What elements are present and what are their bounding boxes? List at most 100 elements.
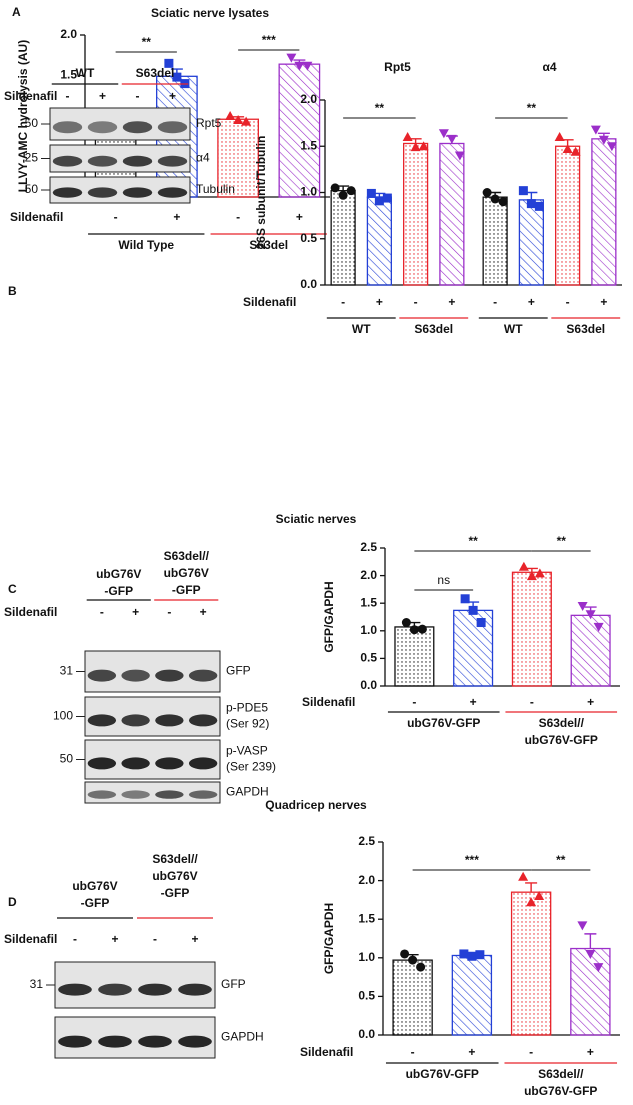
chart-title: Quadricep nerves <box>265 798 367 812</box>
bar <box>511 571 552 687</box>
treatment-label: Sildenafil <box>243 295 296 309</box>
y-tick-label: 2.0 <box>360 568 377 582</box>
blot-band <box>155 757 184 770</box>
data-point <box>164 58 174 68</box>
blot-band <box>121 790 150 799</box>
treatment-sign: - <box>411 1045 415 1059</box>
blot-band <box>155 790 184 799</box>
blot-band <box>58 983 92 996</box>
panel-label: C <box>8 582 17 596</box>
data-point <box>554 132 565 141</box>
data-point <box>366 188 376 198</box>
treatment-sign: + <box>376 295 383 309</box>
group-label: -GFP <box>104 584 133 598</box>
blot-band <box>157 121 188 134</box>
data-point <box>172 72 182 82</box>
bar <box>570 947 611 1036</box>
blot-band <box>155 669 184 682</box>
blot-band <box>157 187 188 198</box>
blot-band <box>188 714 218 727</box>
blot-band <box>178 1035 212 1048</box>
blot-band <box>138 1035 172 1048</box>
data-point <box>526 199 536 209</box>
data-point <box>401 618 411 628</box>
data-point <box>416 962 426 972</box>
group-label: S63del <box>414 322 453 336</box>
data-point <box>585 949 596 959</box>
data-point <box>374 196 384 206</box>
treatment-sign: - <box>414 295 418 309</box>
blot-frame <box>84 781 221 804</box>
y-tick-label: 0.5 <box>360 651 377 665</box>
bar <box>510 891 552 1036</box>
data-point <box>534 201 544 211</box>
bar <box>439 142 465 286</box>
panel-label: D <box>8 895 17 909</box>
treatment-label: Sildenafil <box>4 932 57 946</box>
chart-title: Sciatic nerves <box>276 512 357 526</box>
band-label: p-PDE5 <box>226 701 268 715</box>
treatment-sign: - <box>100 605 104 619</box>
significance-label: ** <box>142 35 152 49</box>
y-tick-label: 1.0 <box>360 623 377 637</box>
y-tick-label: 1.0 <box>300 185 317 199</box>
band-label: GAPDH <box>221 1030 264 1044</box>
group-label: -GFP <box>172 583 201 597</box>
group-label: ubG76V-GFP <box>406 1067 479 1081</box>
group-label: S63del// <box>152 852 198 866</box>
data-point <box>302 61 313 71</box>
y-tick-label: 2.5 <box>360 540 377 554</box>
data-point <box>593 622 604 632</box>
data-point <box>468 605 478 615</box>
blot-band <box>52 155 83 167</box>
y-axis-label: LLVY-AMC hydrolysis (AU) <box>16 40 30 192</box>
blot-band <box>98 983 132 996</box>
bar <box>518 199 544 286</box>
data-point <box>590 125 601 135</box>
group-label: ubG76V-GFP <box>525 733 598 747</box>
data-point <box>446 134 457 144</box>
blot-band <box>121 669 150 682</box>
data-point <box>410 142 421 152</box>
treatment-sign: - <box>66 89 70 103</box>
treatment-sign: + <box>296 210 303 224</box>
data-point <box>382 193 392 203</box>
data-point <box>562 144 573 154</box>
blot-band <box>178 983 212 996</box>
blot-band <box>87 669 117 682</box>
treatment-sign: + <box>468 1045 475 1059</box>
data-point <box>526 571 537 581</box>
bar <box>591 138 617 286</box>
treatment-label: Sildenafil <box>4 89 57 103</box>
band-label: GFP <box>221 977 246 991</box>
data-point <box>467 951 477 961</box>
data-point <box>294 61 305 71</box>
panel-label: B <box>8 284 17 298</box>
group-label: ubG76V <box>72 879 117 893</box>
group-label: -GFP <box>161 886 190 900</box>
treatment-sign: - <box>73 932 77 946</box>
y-tick-label: 0.0 <box>358 1027 375 1041</box>
group-label: ubG76V <box>164 566 209 580</box>
group-label: WT <box>504 322 523 336</box>
treatment-sign: + <box>200 605 207 619</box>
band-label: GFP <box>226 664 251 678</box>
blot-band <box>52 121 83 134</box>
blot-band <box>157 155 188 167</box>
data-point <box>482 188 492 197</box>
treatment-label: Sildenafil <box>10 210 63 224</box>
bar <box>451 954 493 1036</box>
y-tick-label: 2.0 <box>60 27 77 41</box>
group-label: S63del <box>566 322 605 336</box>
blot-band <box>58 1035 92 1048</box>
treatment-sign: - <box>341 295 345 309</box>
group-label: S63del// <box>539 716 585 730</box>
treatment-sign: + <box>111 932 118 946</box>
blot-band <box>122 155 153 167</box>
data-point <box>526 897 537 907</box>
group-label: WT <box>352 322 371 336</box>
data-point <box>241 116 252 126</box>
significance-label: *** <box>262 33 276 47</box>
y-tick-label: 0.0 <box>360 678 377 692</box>
